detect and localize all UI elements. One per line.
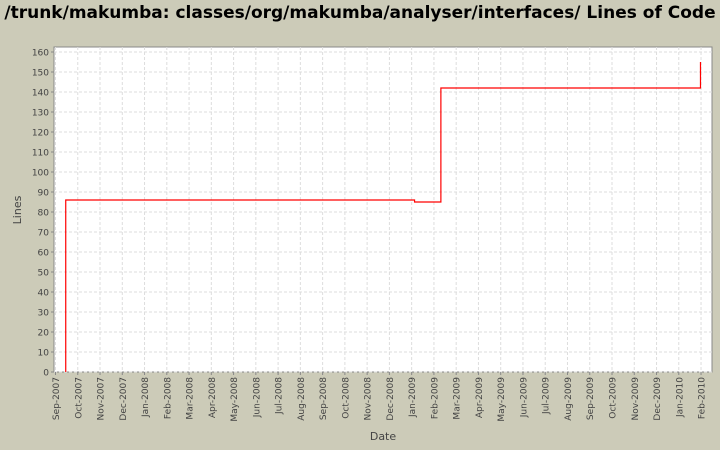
x-tick-label: Mar-2009 — [453, 377, 463, 420]
x-tick-label: Jan-2010 — [675, 377, 685, 418]
y-tick-label: 110 — [32, 149, 49, 159]
y-tick-label: 150 — [32, 69, 49, 79]
x-tick-label: Nov-2009 — [631, 377, 641, 421]
x-tick-label: Jul-2009 — [542, 377, 552, 415]
x-tick-label: Aug-2009 — [564, 377, 574, 421]
y-tick-label: 80 — [38, 209, 50, 219]
x-tick-label: Nov-2007 — [97, 377, 107, 420]
y-tick-label: 0 — [43, 369, 49, 379]
y-tick-label: 160 — [32, 49, 49, 59]
x-tick-label: May-2009 — [497, 377, 507, 422]
x-tick-label: Apr-2009 — [475, 377, 485, 418]
x-tick-label: Nov-2008 — [364, 377, 374, 421]
y-tick-label: 120 — [32, 129, 49, 139]
y-tick-label: 90 — [38, 189, 50, 199]
y-tick-label: 40 — [38, 289, 50, 299]
plot-area — [53, 46, 713, 373]
y-axis-label: Lines — [11, 195, 24, 224]
y-tick-label: 10 — [38, 349, 50, 359]
x-axis-label: Date — [370, 430, 397, 443]
series-line — [65, 62, 702, 372]
x-tick-label: Feb-2010 — [698, 377, 708, 419]
x-tick-label: Feb-2008 — [163, 377, 173, 419]
x-tick-label: Oct-2008 — [341, 377, 351, 419]
y-tick-label: 60 — [38, 249, 50, 259]
x-tick-label: Jun-2008 — [252, 377, 262, 418]
x-tick-label: Jul-2008 — [275, 377, 285, 415]
x-tick-label: Sep-2009 — [586, 377, 596, 420]
y-tick-label: 20 — [38, 329, 50, 339]
x-tick-label: Jan-2008 — [141, 377, 151, 418]
x-tick-label: Mar-2008 — [186, 377, 196, 420]
x-tick-label: Dec-2009 — [653, 377, 663, 421]
x-tick-label: May-2008 — [230, 377, 240, 422]
x-tick-label: Aug-2008 — [297, 377, 307, 421]
x-tick-label: Sep-2008 — [319, 377, 329, 420]
x-tick-label: Oct-2007 — [74, 377, 84, 419]
y-tick-label: 30 — [38, 309, 50, 319]
x-tick-label: Dec-2007 — [119, 377, 129, 421]
x-tick-label: Oct-2009 — [609, 377, 619, 419]
x-tick-label: Jun-2009 — [519, 377, 529, 418]
y-tick-label: 140 — [32, 89, 49, 99]
y-tick-label: 100 — [32, 169, 49, 179]
x-tick-label: Jan-2009 — [408, 377, 418, 418]
x-tick-label: Apr-2008 — [208, 377, 218, 418]
x-tick-label: Feb-2009 — [430, 377, 440, 419]
y-tick-label: 50 — [38, 269, 50, 279]
y-tick-label: 130 — [32, 109, 49, 119]
x-tick-label: Dec-2008 — [386, 377, 396, 421]
x-tick-label: Sep-2007 — [52, 377, 62, 420]
y-tick-label: 70 — [38, 229, 50, 239]
chart-title: /trunk/makumba: classes/org/makumba/anal… — [4, 3, 716, 23]
